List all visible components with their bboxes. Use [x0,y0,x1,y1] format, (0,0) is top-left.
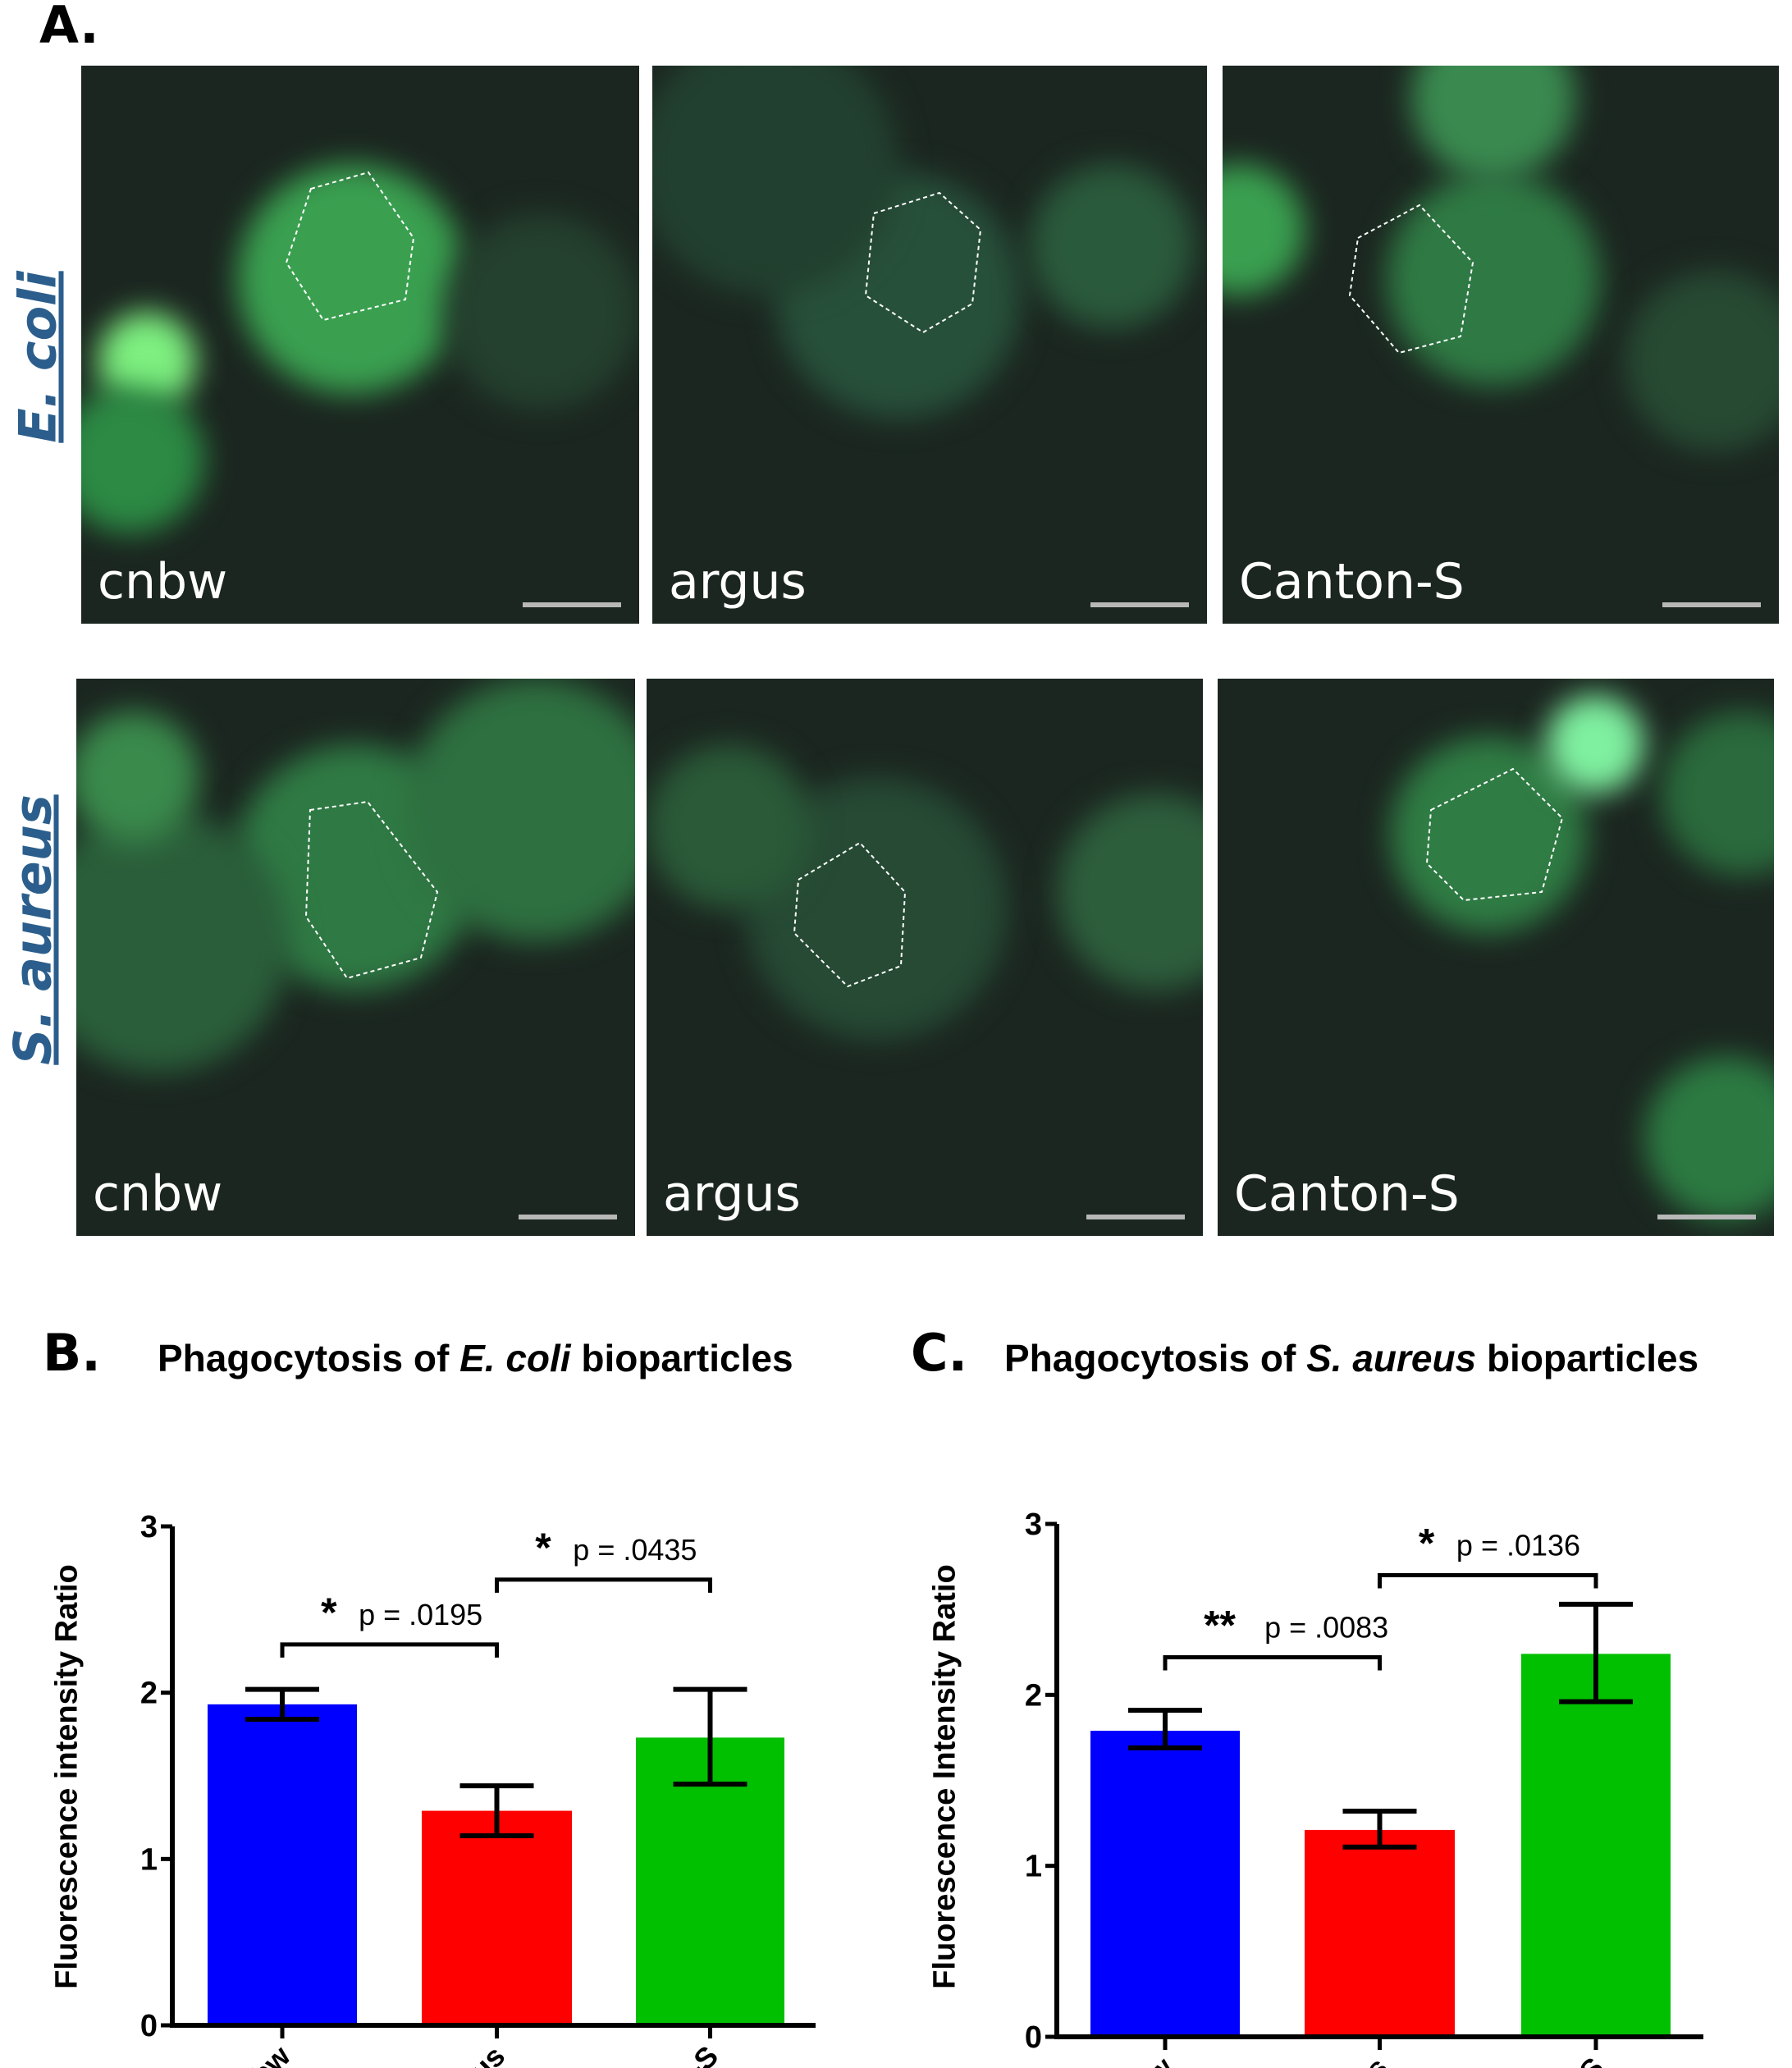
significance-bracket [1163,1655,1382,1671]
title-species: S. aureus [1306,1337,1477,1379]
bar-argus [1305,1829,1455,2037]
title-text: Phagocytosis of [158,1337,460,1379]
significance-stars: ** [1204,1603,1236,1649]
title-text: bioparticles [570,1337,793,1379]
error-bar [1559,1601,1633,1704]
bar-argus [422,1810,572,2025]
significance-bracket [495,1577,712,1593]
scale-bar [519,1215,617,1219]
x-tick-label: Canton-S [608,2039,725,2068]
significance-stars: * [535,1525,551,1571]
fluorescent-region [237,164,467,394]
fluorescent-region [405,679,635,941]
x-tick-label: cnbw [1103,2050,1181,2068]
x-tick-label: cnbw [220,2038,298,2068]
y-tick-label: 1 [140,1842,158,1877]
chart-b-title: Phagocytosis of E. coli bioparticles [158,1336,793,1380]
chart-c-title: Phagocytosis of S. aureus bioparticles [1004,1336,1698,1380]
significance-stars: * [321,1590,337,1636]
genotype-label: Canton-S [1234,1165,1460,1223]
bar-cnbw [1090,1731,1240,2037]
title-text: Phagocytosis of [1004,1337,1307,1379]
fluorescent-region [647,744,811,908]
panel-label-a: A. [39,0,99,55]
roi-outline [304,800,439,980]
y-tick-label: 1 [1025,1850,1042,1884]
fluorescent-region [1030,164,1194,328]
roi-outline [1425,767,1564,902]
fluorescent-region [76,810,290,1073]
roi-outline [1348,204,1474,355]
fluorescent-region [442,213,639,410]
fluorescence-image: argus [652,66,1207,624]
y-tick-label: 3 [1025,1508,1042,1542]
error-bar [1128,1708,1202,1750]
genotype-label: cnbw [98,553,228,611]
x-tick-label: Canton-S [1494,2051,1611,2068]
error-bar [459,1783,534,1838]
fluorescent-region [1057,794,1203,991]
x-tick-label: argus [1314,2051,1394,2068]
fluorescent-region [1625,271,1779,451]
genotype-label: cnbw [93,1165,223,1223]
scale-bar [1657,1215,1756,1219]
genotype-label: argus [663,1165,801,1223]
y-tick-label: 2 [1025,1678,1042,1713]
bar-cnbw [208,1704,357,2025]
fluorescent-region [76,711,199,843]
fluorescence-image: Canton-S [1223,66,1779,624]
roi-outline [864,191,982,334]
fluorescent-region [652,66,898,295]
fluorescence-image: cnbw [81,66,639,624]
panel-label-b: B. [43,1323,101,1383]
fluorescence-image: Canton-S [1218,679,1774,1236]
genotype-label: Canton-S [1239,553,1465,611]
p-value: p = .0435 [573,1533,697,1567]
roi-outline [285,171,415,322]
genotype-label: argus [669,553,807,611]
y-tick-label: 2 [140,1677,158,1711]
scale-bar [1662,602,1761,607]
error-bar [1342,1809,1417,1850]
p-value: p = .0083 [1264,1611,1388,1645]
scale-bar [1086,1215,1185,1219]
title-text: bioparticles [1476,1337,1699,1379]
significance-bracket [1378,1573,1598,1589]
title-species: E. coli [459,1337,571,1379]
fluorescent-region [1546,695,1644,794]
p-value: p = .0136 [1456,1529,1580,1562]
fluorescence-image: cnbw [76,679,635,1236]
bar-canton-s [1521,1654,1671,2037]
fluorescent-region [1644,1056,1774,1220]
x-tick-label: argus [431,2039,511,2068]
significance-bracket [280,1642,499,1658]
p-value: p = .0195 [359,1598,482,1631]
fluorescent-region [1387,172,1600,386]
significance-stars: * [1419,1521,1435,1567]
fluorescence-image: argus [647,679,1203,1236]
error-bar [673,1686,747,1787]
panel-label-c: C. [911,1323,968,1383]
scale-bar [1090,602,1189,607]
y-tick-label: 0 [140,2009,158,2043]
error-bar [245,1686,319,1723]
y-tick-label: 0 [1025,2020,1042,2055]
fluorescent-region [81,386,204,533]
scale-bar [523,602,621,607]
y-tick-label: 3 [140,1510,158,1544]
